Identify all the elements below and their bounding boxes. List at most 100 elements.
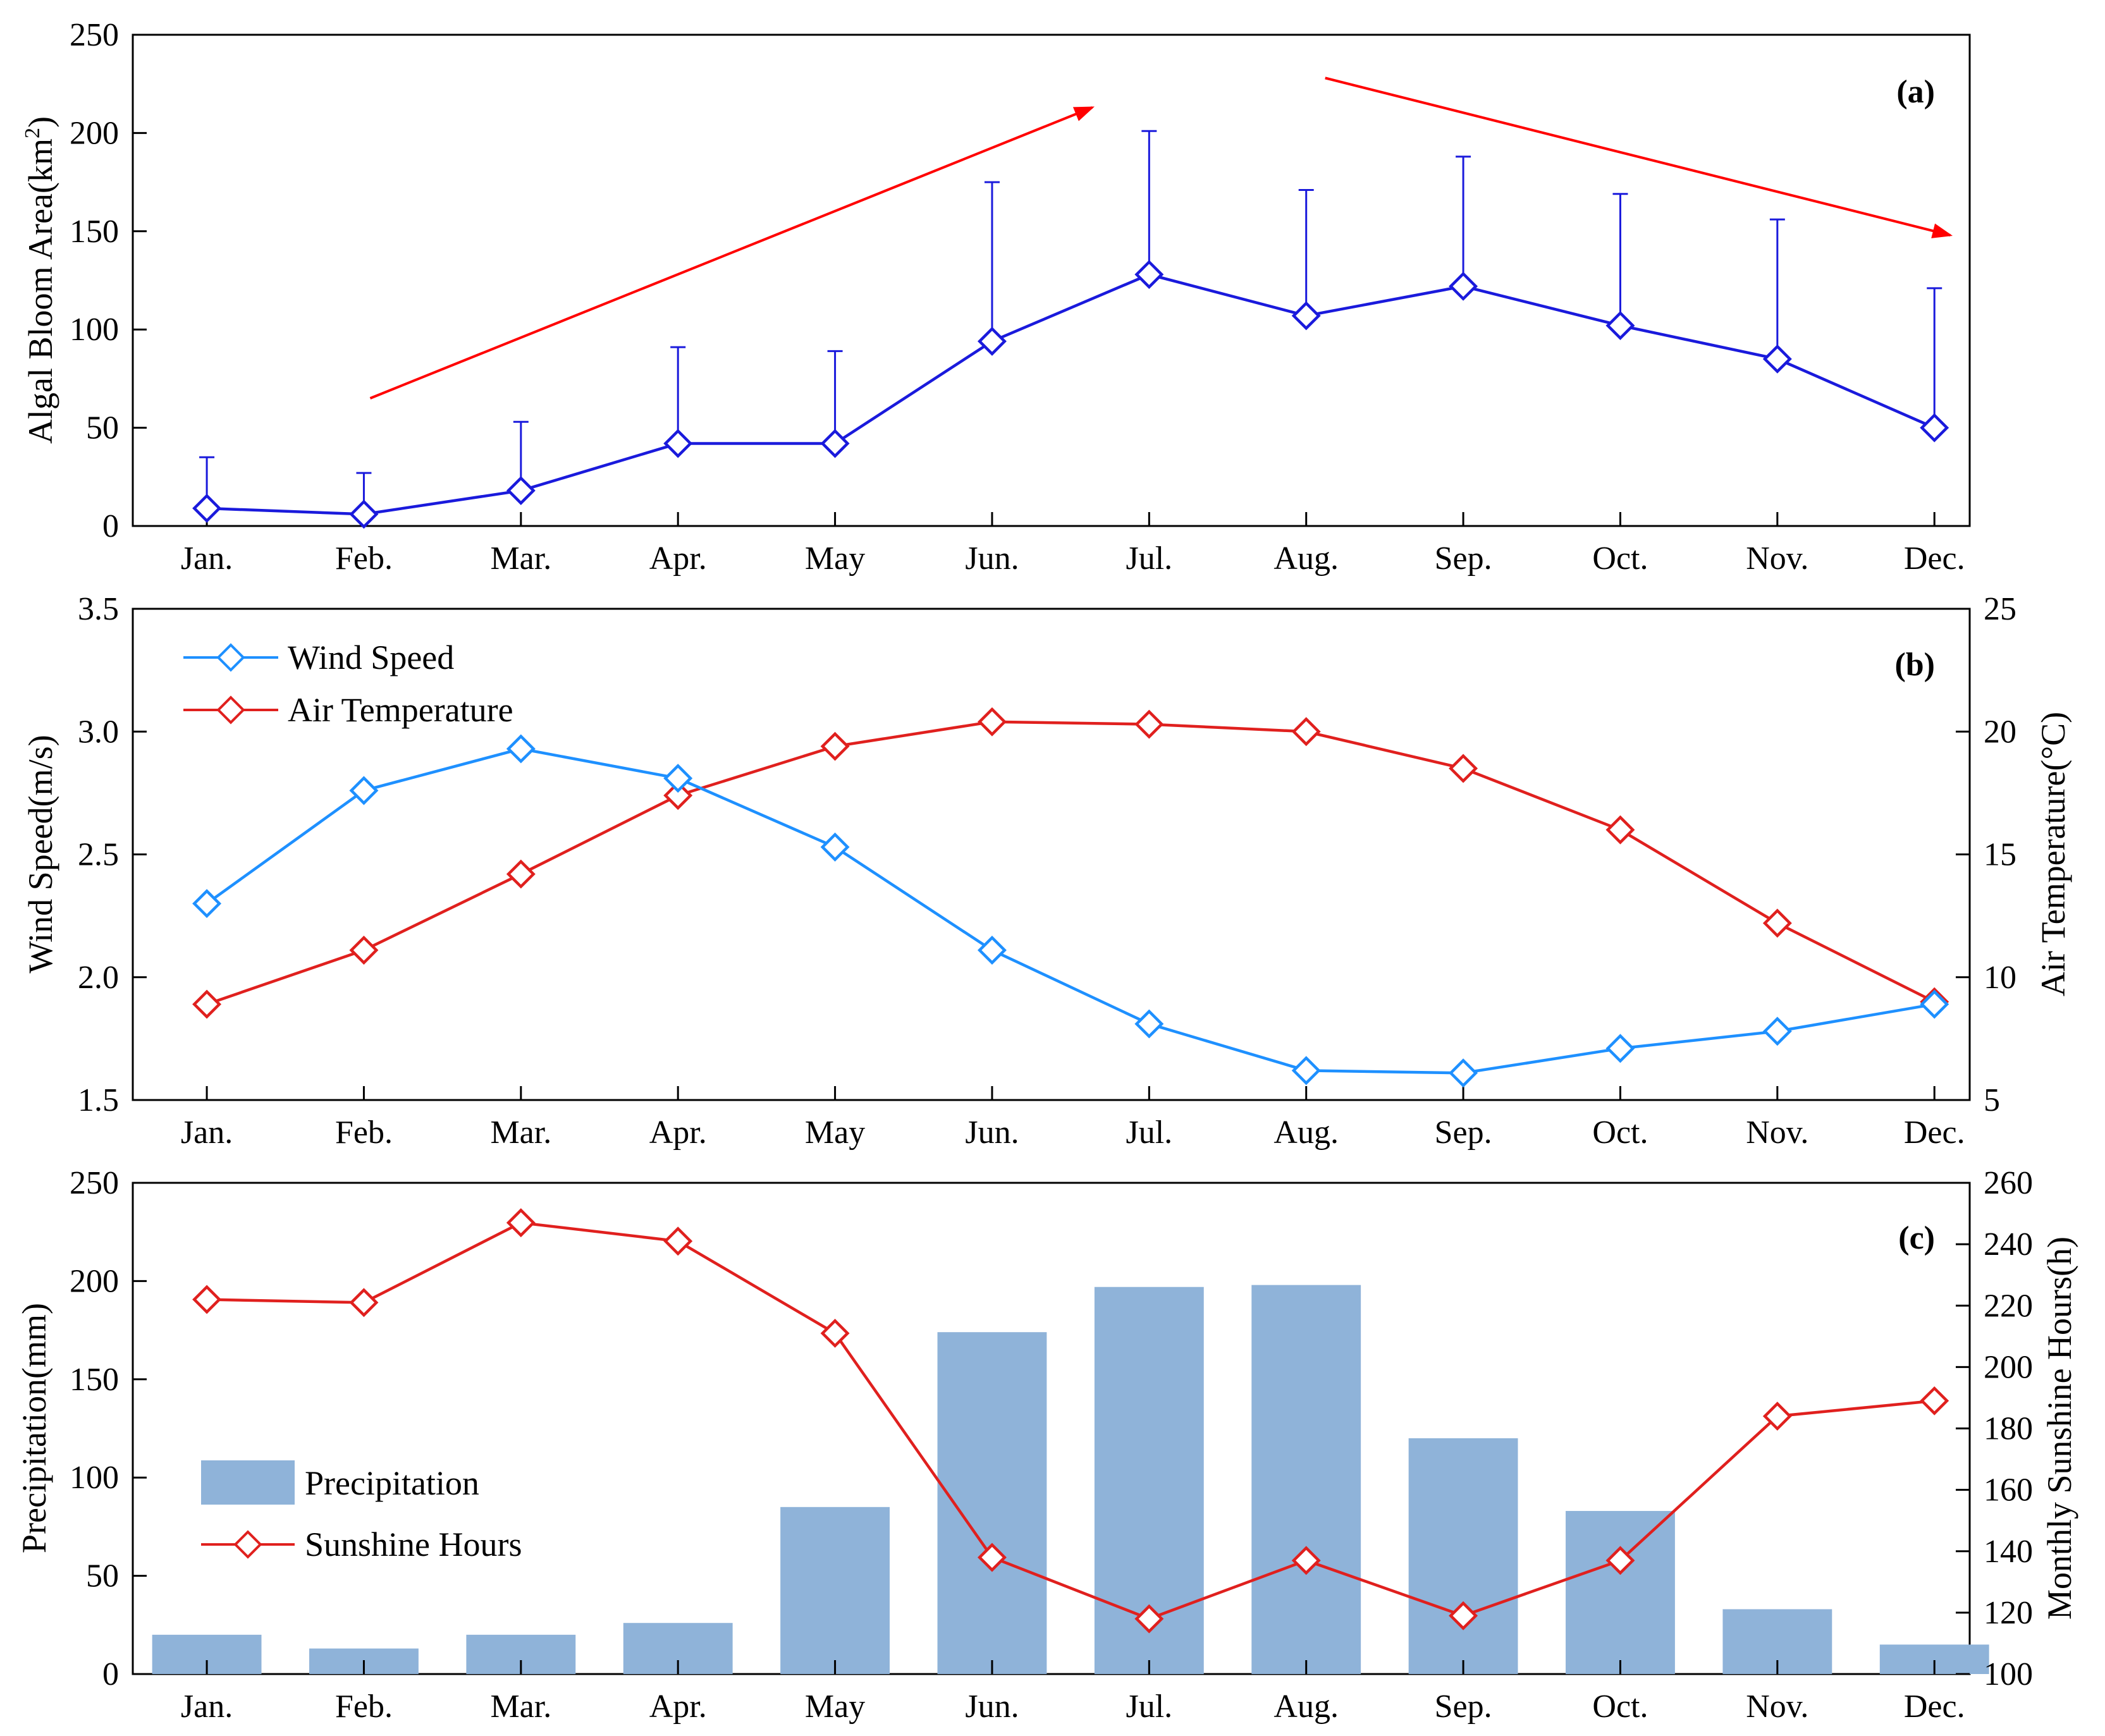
- x-tick-label: Jun.: [965, 541, 1019, 577]
- precipitation-bar: [1251, 1285, 1361, 1674]
- legend-wind-speed-marker: [216, 643, 245, 672]
- x-tick-label: May: [805, 1689, 865, 1725]
- wind-speed-point: [1134, 1009, 1164, 1039]
- y-tick-label: 0: [102, 508, 119, 544]
- y-tick-label: 2.5: [78, 837, 119, 873]
- x-tick-label: Nov.: [1746, 1689, 1808, 1725]
- panel-a-y-axis: 0 50 100 150 200 250: [70, 17, 147, 544]
- algal-bloom-point: [1134, 260, 1164, 290]
- y-tick-label: 250: [70, 17, 119, 53]
- x-tick-label: Jul.: [1126, 1115, 1172, 1151]
- panel-a-frame: [132, 34, 1971, 527]
- x-tick-label: Sep.: [1435, 1689, 1492, 1725]
- air-temperature-point: [1449, 754, 1478, 783]
- x-tick-label: Aug.: [1273, 1115, 1339, 1151]
- legend-sunshine-label: Sunshine Hours: [305, 1525, 522, 1563]
- trend-arrow: [1325, 76, 1953, 238]
- wind-speed-point: [1449, 1058, 1478, 1088]
- panel-a-y-axis-title: Algal Bloom Area(km2): [21, 116, 59, 444]
- x-tick-label: May: [805, 1115, 865, 1151]
- sunshine-hours-point: [663, 1226, 693, 1256]
- panel-b-right-axis: 5 10 15 20 25: [1956, 591, 2016, 1118]
- panel-b-legend: Wind Speed Air Temperature: [183, 639, 513, 729]
- sunshine-hours-point: [1605, 1546, 1635, 1575]
- y2-tick-label: 180: [1984, 1411, 2033, 1447]
- air-temperature-point: [1134, 709, 1164, 739]
- precipitation-bar: [780, 1507, 890, 1674]
- air-temperature-line: [206, 720, 1936, 1006]
- wind-speed-point: [977, 936, 1007, 965]
- x-tick-label: Jun.: [965, 1689, 1019, 1725]
- wind-speed-point: [663, 764, 693, 793]
- x-tick-label: Aug.: [1273, 1689, 1339, 1725]
- air-temperature-point: [349, 936, 379, 965]
- y-tick-label: 250: [70, 1165, 119, 1201]
- algal-bloom-point: [1605, 311, 1635, 340]
- trend-arrow: [369, 106, 1095, 400]
- sunshine-hours-point: [349, 1288, 379, 1317]
- panel-a-series: [192, 260, 1949, 529]
- x-tick-label: Feb.: [335, 541, 393, 577]
- panel-a-x-axis: Jan. Feb. Mar. Apr. May Jun. Jul. Aug. Sep. Oct. N…: [181, 512, 1965, 577]
- panel-b-y-axis-title: Wind Speed(m/s): [21, 735, 59, 973]
- wind-speed-point: [1291, 1056, 1321, 1085]
- algal-bloom-point: [1449, 271, 1478, 301]
- panel-a-tag: (a): [1896, 74, 1935, 110]
- x-tick-label: Apr.: [649, 541, 707, 577]
- wind-speed-point: [1762, 1017, 1792, 1046]
- y-tick-label: 200: [70, 1263, 119, 1299]
- legend-wind-speed-label: Wind Speed: [288, 639, 454, 676]
- legend-sunshine-marker: [233, 1530, 262, 1559]
- legend-air-temperature-marker: [216, 695, 245, 724]
- y-tick-label: 1.5: [78, 1082, 119, 1118]
- air-temperature-point: [1605, 815, 1635, 845]
- air-temperature-point: [1762, 908, 1792, 938]
- y2-tick-label: 20: [1984, 714, 2016, 750]
- y-tick-label: 150: [70, 214, 119, 250]
- algal-bloom-point: [977, 326, 1007, 356]
- y2-tick-label: 200: [1984, 1349, 2033, 1385]
- x-tick-label: Nov.: [1746, 541, 1808, 577]
- y2-tick-label: 240: [1984, 1226, 2033, 1262]
- panel-b-frame: [132, 608, 1971, 1101]
- sunshine-hours-point: [820, 1318, 850, 1348]
- x-tick-label: Dec.: [1904, 1689, 1965, 1725]
- precipitation-bar: [1566, 1511, 1675, 1674]
- y2-tick-label: 160: [1984, 1472, 2033, 1508]
- y-tick-label: 200: [70, 115, 119, 151]
- y-tick-label: 3.5: [78, 591, 119, 627]
- x-tick-label: Jul.: [1126, 541, 1172, 577]
- y2-tick-label: 15: [1984, 837, 2016, 873]
- panel-b-y2-axis-title: Air Temperature(°C): [2034, 712, 2072, 996]
- x-tick-label: Feb.: [335, 1689, 393, 1725]
- precipitation-bar: [1408, 1438, 1518, 1674]
- x-tick-label: Jan.: [181, 541, 233, 577]
- panel-c-y-axis-title: Precipitation(mm): [15, 1303, 53, 1553]
- x-tick-label: Apr.: [649, 1689, 707, 1725]
- panel-c-x-axis: Jan. Feb. Mar. Apr. May Jun. Jul. Aug. Sep. Oct. N…: [181, 1660, 1965, 1725]
- legend-precipitation-swatch: [201, 1460, 295, 1505]
- x-tick-label: Dec.: [1904, 541, 1965, 577]
- air-temperature-point: [977, 707, 1007, 737]
- algal-bloom-point: [820, 429, 850, 458]
- x-tick-label: Nov.: [1746, 1115, 1808, 1151]
- panel-c-right-axis: 100 120 140 160 180 200 220 240 260: [1956, 1165, 2033, 1692]
- y2-tick-label: 140: [1984, 1534, 2033, 1570]
- algal-bloom-line: [206, 272, 1936, 516]
- panel-c-series: [192, 1208, 1949, 1634]
- panel-c-tag: (c): [1898, 1220, 1935, 1256]
- panel-c-y2-axis-title: Monthly Sunshine Hours(h): [2041, 1237, 2078, 1620]
- panel-a-error-bars: [199, 130, 1942, 515]
- x-tick-label: Mar.: [490, 1689, 551, 1725]
- x-tick-label: Sep.: [1435, 541, 1492, 577]
- panel-c-precipitation-sunshine: 0 50 100 150 200 250 100 120 140 160 180 200 220 240…: [15, 1165, 2078, 1725]
- y-tick-label: 150: [70, 1362, 119, 1398]
- y-tick-label: 3.0: [78, 714, 119, 750]
- x-tick-label: Dec.: [1904, 1115, 1965, 1151]
- wind-speed-line: [206, 747, 1935, 1075]
- y2-tick-label: 260: [1984, 1165, 2033, 1201]
- sunshine-hours-point: [1134, 1604, 1164, 1634]
- y-tick-label: 50: [86, 410, 119, 446]
- y-tick-label: 100: [70, 312, 119, 348]
